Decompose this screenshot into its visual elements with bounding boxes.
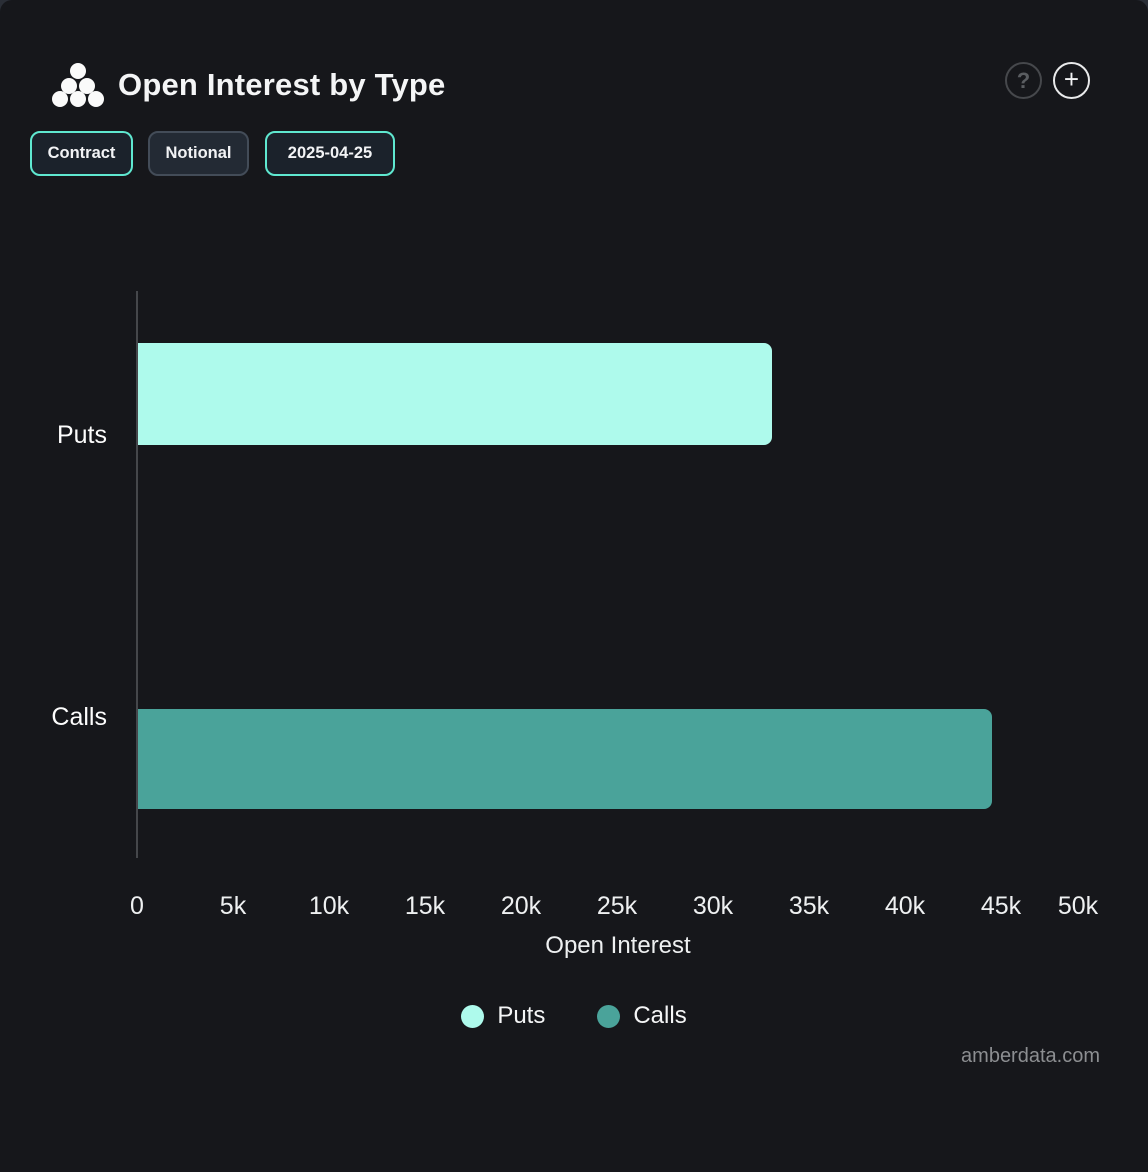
bar-puts[interactable]	[138, 343, 772, 445]
amberdata-logo-icon	[52, 63, 104, 107]
legend-label: Puts	[497, 1002, 546, 1029]
x-axis-ticks: 0 5k 10k 15k 20k 25k 30k 35k 40k 45k 50k	[0, 890, 1148, 922]
legend-label: Calls	[633, 1002, 687, 1029]
x-axis-title: Open Interest	[545, 932, 691, 959]
add-button[interactable]: +	[1053, 62, 1090, 99]
page-title: Open Interest by Type	[118, 67, 446, 102]
plus-icon: +	[1063, 64, 1080, 94]
help-button[interactable]: ?	[1005, 62, 1042, 99]
x-tick-label: 35k	[788, 892, 830, 920]
x-tick-label: 45k	[980, 892, 1022, 920]
x-tick-label: 25k	[596, 892, 638, 920]
x-tick-label: 15k	[404, 892, 446, 920]
x-tick-label: 20k	[500, 892, 542, 920]
x-tick-label: 40k	[884, 892, 926, 920]
legend-swatch-icon	[597, 1004, 621, 1028]
y-tick-label-calls: Calls	[51, 703, 107, 731]
x-tick-label: 0	[130, 892, 144, 920]
x-tick-label: 5k	[219, 892, 247, 920]
legend-swatch-icon	[461, 1004, 485, 1028]
x-tick-label: 50k	[1057, 892, 1099, 920]
legend-item-puts[interactable]: Puts	[461, 1002, 545, 1030]
date-selector-button[interactable]: 2025-04-25	[265, 131, 395, 176]
legend-item-calls[interactable]: Calls	[597, 1002, 687, 1030]
y-tick-label-puts: Puts	[56, 421, 107, 449]
y-axis-line	[136, 291, 138, 858]
contract-toggle-button[interactable]: Contract	[30, 131, 133, 176]
chart-legend: Puts Calls	[0, 998, 1148, 1034]
x-tick-label: 30k	[692, 892, 734, 920]
question-icon: ?	[1016, 67, 1031, 93]
x-tick-label: 10k	[308, 892, 350, 920]
bar-calls[interactable]	[138, 709, 992, 809]
watermark: amberdata.com	[961, 1045, 1100, 1067]
notional-toggle-button[interactable]: Notional	[148, 131, 249, 176]
